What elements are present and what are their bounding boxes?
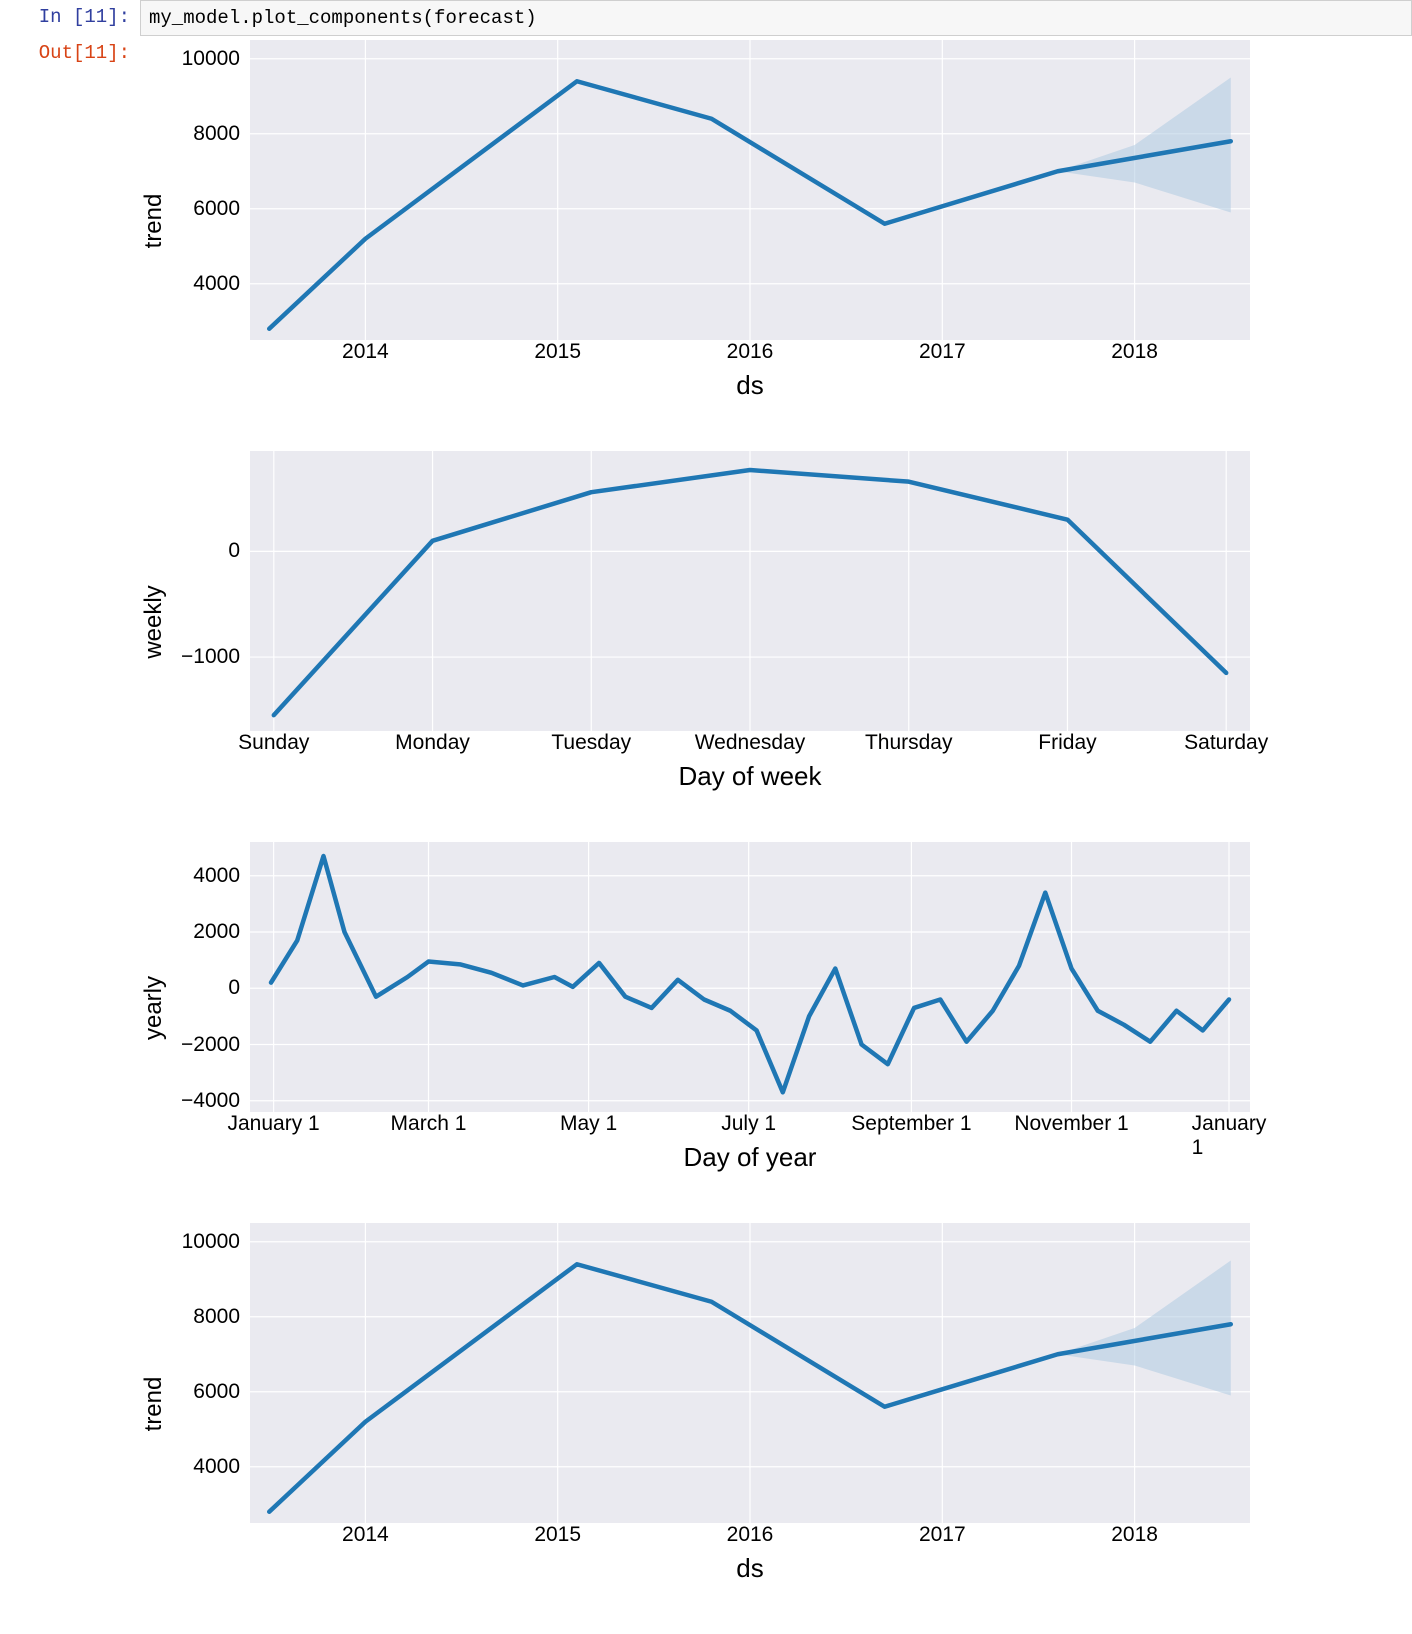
x-tick: Monday [395,731,470,755]
x-tick: Wednesday [695,731,806,755]
x-tick: September 1 [851,1112,971,1136]
x-tick: Thursday [865,731,953,755]
y-axis-label: trend [140,1376,168,1431]
y-tick: 10000 [182,1230,240,1254]
y-tick: 0 [228,976,240,1000]
y-tick: 2000 [193,920,240,944]
x-tick: 2015 [534,1523,581,1547]
x-tick: 2014 [342,340,389,364]
x-tick: July 1 [721,1112,776,1136]
input-cell: In [11]: my_model.plot_components(foreca… [0,0,1412,36]
x-tick: 2017 [919,1523,966,1547]
chart-weekly: weekly−10000SundayMondayTuesdayWednesday… [160,451,1300,792]
x-tick: November 1 [1014,1112,1128,1136]
x-tick: 2018 [1111,1523,1158,1547]
x-tick: January 1 [1192,1112,1267,1160]
y-tick: −2000 [181,1033,240,1057]
plot-surface [250,1223,1250,1523]
plot-surface [250,40,1250,340]
in-prompt: In [11]: [0,0,140,28]
y-tick: 8000 [193,1305,240,1329]
y-tick: 8000 [193,122,240,146]
x-tick: 2015 [534,340,581,364]
x-tick: May 1 [560,1112,617,1136]
out-prompt: Out[11]: [0,36,140,64]
y-axis-label: weekly [140,585,168,658]
x-axis-label: ds [250,1553,1250,1584]
x-tick: 2017 [919,340,966,364]
x-tick: Friday [1038,731,1096,755]
y-tick: −4000 [181,1089,240,1113]
x-tick: Tuesday [551,731,631,755]
y-tick: 0 [228,539,240,563]
y-axis-label: yearly [140,975,168,1039]
x-tick: Saturday [1184,731,1268,755]
x-tick: 2018 [1111,340,1158,364]
y-tick: 4000 [193,864,240,888]
y-tick: 4000 [193,272,240,296]
x-tick: January 1 [227,1112,319,1136]
y-tick: −1000 [181,645,240,669]
plot-surface [250,451,1250,731]
y-tick: 6000 [193,1380,240,1404]
x-tick: 2014 [342,1523,389,1547]
y-axis-label: trend [140,193,168,248]
output-cell: Out[11]: trend 4000 6000 8000 10000 2014 2015 2… [0,36,1412,1634]
y-tick: 6000 [193,197,240,221]
x-axis-label: Day of week [250,761,1250,792]
chart-trend1: trend40006000800010000201420152016201720… [160,40,1300,401]
plot-surface [250,842,1250,1112]
x-axis-label: ds [250,370,1250,401]
chart-yearly: yearly−4000−2000020004000January 1March … [160,842,1300,1173]
chart-trend2: trend40006000800010000201420152016201720… [160,1223,1300,1584]
output-area: trend 4000 6000 8000 10000 2014 2015 2016 2017 20… [140,36,1412,1634]
x-tick: March 1 [391,1112,467,1136]
y-tick: 10000 [182,47,240,71]
y-tick: 4000 [193,1455,240,1479]
code-input[interactable]: my_model.plot_components(forecast) [140,0,1412,36]
notebook: In [11]: my_model.plot_components(foreca… [0,0,1412,1634]
x-tick: 2016 [727,340,774,364]
x-tick: Sunday [238,731,309,755]
x-axis-label: Day of year [250,1142,1250,1173]
x-tick: 2016 [727,1523,774,1547]
